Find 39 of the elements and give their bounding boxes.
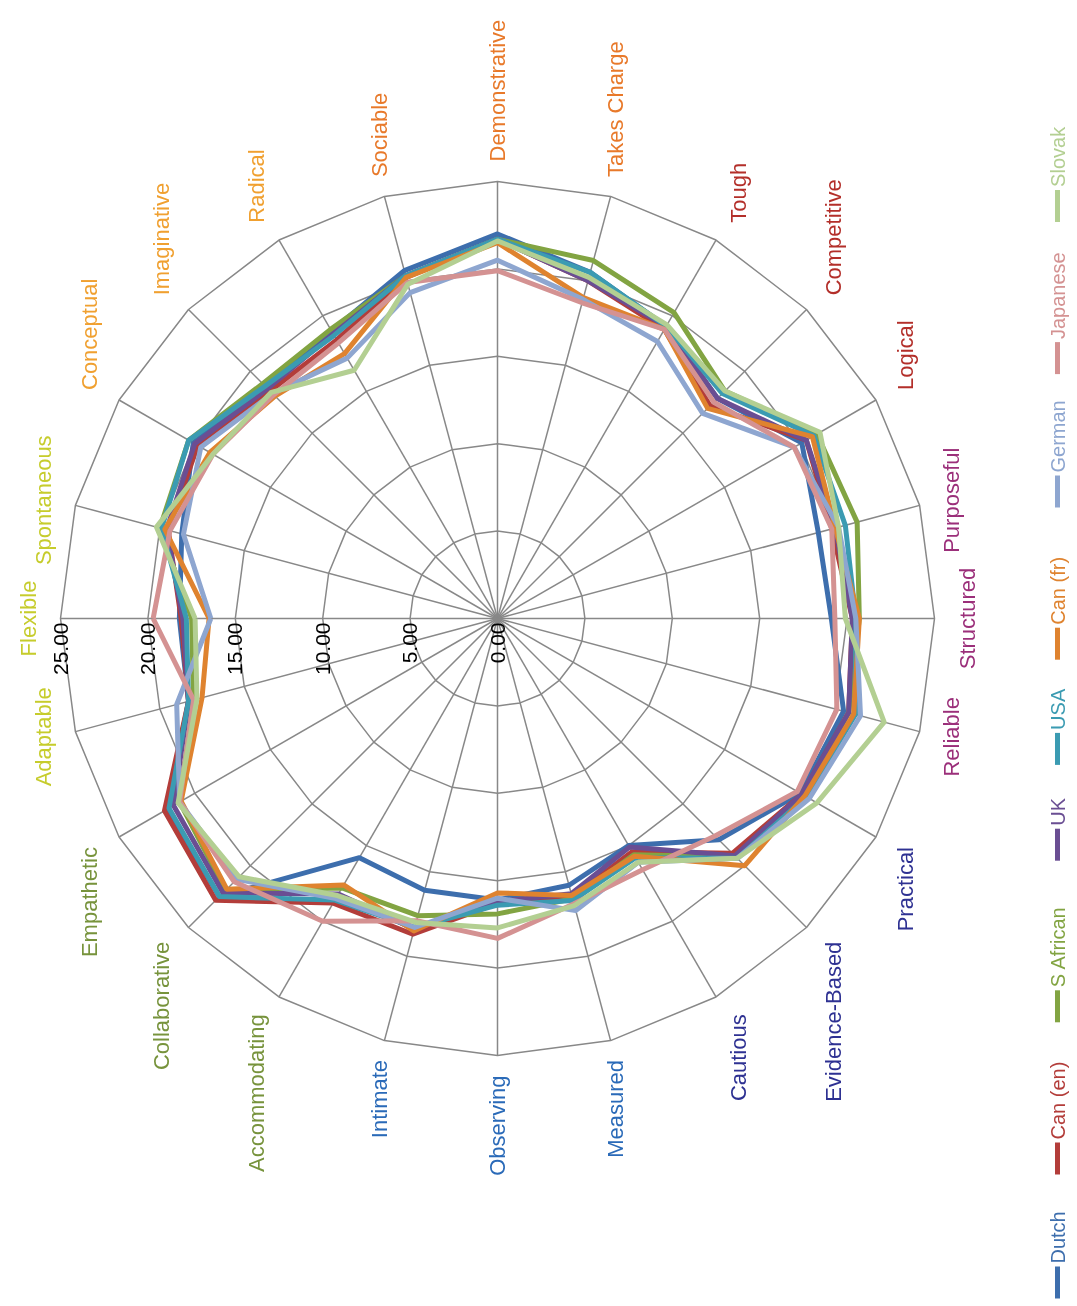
spoke-label: Intimate — [366, 1059, 392, 1139]
text: Dutch — [1046, 1211, 1069, 1264]
spoke-label: Cautious — [726, 1014, 751, 1102]
text: Can (fr) — [1046, 556, 1069, 625]
spoke-label: Accommodating — [244, 1014, 269, 1173]
spoke-label: Reliable — [938, 697, 964, 777]
spoke-label: Collaborative — [149, 941, 175, 1071]
text: S African — [1046, 907, 1069, 988]
spoke-label: Tough — [726, 162, 751, 223]
y-tick-label: 25.00 — [48, 622, 72, 676]
y-tick-label: 5.00 — [398, 622, 422, 664]
spoke-label: Takes Charge — [603, 41, 629, 178]
text: Japanese — [1046, 252, 1069, 340]
y-tick-label: 20.00 — [135, 622, 159, 676]
text: German — [1046, 400, 1069, 473]
text: Can (en) — [1046, 1061, 1069, 1140]
y-tick-label: 0.00 — [485, 622, 509, 664]
spoke-label: Observing — [485, 1075, 510, 1176]
spoke-label: Radical — [244, 149, 269, 223]
text: Slovak — [1046, 125, 1069, 187]
y-tick-label: 15.00 — [223, 622, 247, 676]
text: USA — [1046, 688, 1069, 730]
spoke-label: Spontaneous — [31, 435, 57, 566]
spoke-label: Adaptable — [31, 687, 57, 787]
spoke-label: Empathetic — [76, 846, 102, 958]
text: UK — [1046, 797, 1069, 826]
spoke-label: Conceptual — [76, 278, 102, 390]
spoke-label: Logical — [893, 320, 919, 390]
spoke-label: Sociable — [366, 92, 392, 178]
spoke-label: Practical — [893, 847, 919, 932]
spoke-label: Flexible — [15, 580, 41, 657]
spoke-label: Purposeful — [938, 447, 964, 553]
y-tick-label: 10.00 — [310, 622, 334, 676]
spoke-label: Structured — [954, 567, 980, 670]
spoke-label: Competitive — [820, 179, 846, 296]
spoke-label: Evidence-Based — [820, 941, 846, 1102]
spoke-label: Demonstrative — [485, 19, 510, 162]
spoke-label: Imaginative — [149, 182, 175, 296]
spoke-label: Measured — [603, 1059, 629, 1158]
